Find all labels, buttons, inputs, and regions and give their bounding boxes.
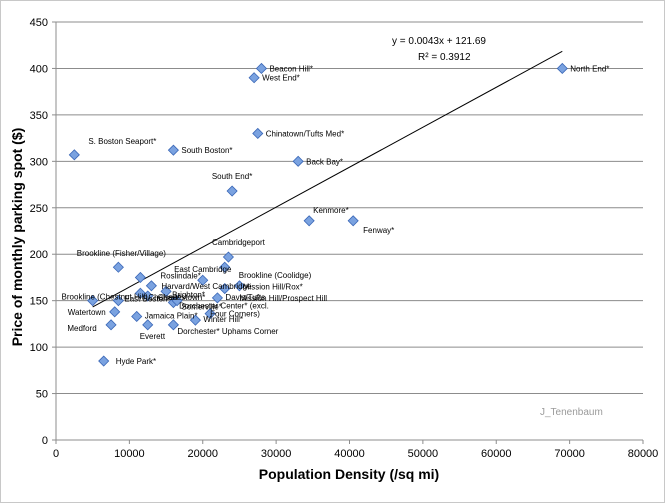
point-label: East Boston* (124, 295, 170, 304)
data-point (248, 72, 260, 84)
data-point (109, 306, 121, 318)
x-tick-label: 0 (53, 448, 59, 460)
point-label: Mission Hill/Prospect Hill (239, 294, 327, 303)
y-tick-label: 50 (36, 389, 48, 401)
point-label: Beacon Hill* (269, 64, 313, 73)
data-point (204, 308, 216, 320)
y-tick-label: 250 (30, 203, 48, 215)
data-point (87, 295, 99, 307)
x-tick-label: 20000 (187, 448, 218, 460)
point-label: Harvard/West Cambridge (161, 282, 252, 291)
x-tick-label: 70000 (554, 448, 585, 460)
data-point (233, 280, 246, 292)
y-tick-label: 150 (30, 296, 48, 308)
y-tick-label: 100 (30, 342, 48, 354)
trendline-group (92, 50, 563, 308)
data-point (98, 355, 110, 367)
y-tick-label: 350 (30, 110, 48, 122)
x-tick-label: 60000 (481, 448, 512, 460)
data-points (68, 62, 568, 367)
data-point (219, 283, 231, 295)
point-label: Brookline (Chestnut Hill) (62, 293, 149, 302)
point-label: Back Bay* (306, 157, 343, 166)
point-label: Hyde Park* (116, 357, 156, 366)
y-tick-label: 300 (30, 156, 48, 168)
point-label: Somerville* (181, 303, 221, 312)
point-label: Watertown (68, 308, 106, 317)
data-point (112, 261, 124, 273)
data-point (219, 261, 231, 273)
point-label: Brookline (Fisher/Village) (77, 249, 167, 258)
point-label: South Boston* (181, 146, 232, 155)
data-point (145, 280, 157, 292)
y-tick-label: 450 (30, 17, 48, 29)
y-tick-label: 200 (30, 249, 48, 261)
watermark-text: J_Tenenbaum (540, 407, 603, 418)
data-point (68, 149, 80, 161)
data-point (226, 185, 238, 197)
y-axis-title: Price of monthly parking spot ($) (9, 128, 25, 347)
x-tick-label: 50000 (408, 448, 439, 460)
point-label: Dorchester Center* (excl. (179, 302, 269, 311)
y-tick-label: 0 (42, 435, 48, 447)
data-point (347, 215, 359, 227)
data-point (171, 295, 183, 307)
data-point (160, 285, 172, 297)
point-label: Fenway* (363, 226, 394, 235)
x-tick-label: 80000 (628, 448, 659, 460)
data-point (134, 271, 146, 284)
data-point (292, 155, 304, 167)
point-label: S. Boston Seaport* (88, 137, 156, 146)
tick-labels: 0 50 100 150 200 250 300 350 400 450 0 10000 20000 30… (30, 17, 659, 460)
point-label: Chinatown/Tufts Med* (266, 129, 344, 138)
point-label: Mission Hill/Rox* (243, 283, 303, 292)
trendline (92, 50, 563, 308)
point-label: Brighton* (172, 290, 205, 299)
data-point (303, 215, 315, 227)
x-axis-title: Population Density (/sq mi) (259, 466, 439, 482)
data-point (142, 319, 154, 331)
point-label: South End* (212, 172, 252, 181)
point-label: Everett (140, 332, 166, 341)
point-label: Dorchester* Uphams Corner (177, 327, 278, 336)
data-point (112, 295, 124, 307)
x-tick-label: 30000 (261, 448, 292, 460)
point-label: Kenmore* (313, 206, 349, 215)
point-label: Charlestown* (158, 293, 206, 302)
trendline-r-squared: R² = 0.3912 (418, 52, 471, 63)
data-point (211, 292, 223, 304)
gridlines (56, 21, 643, 395)
point-label: Davis/Tufts (225, 293, 265, 302)
data-point (252, 127, 264, 140)
x-tick-label: 10000 (114, 448, 145, 460)
point-labels: North End* Beacon Hill*West End* Chinatown… (62, 64, 610, 366)
axes (52, 21, 644, 444)
point-label: Medford (67, 324, 96, 333)
point-label: Four Corners) (210, 310, 260, 319)
y-tick-label: 400 (30, 63, 48, 75)
data-point (255, 62, 268, 75)
trendline-equation: y = 0.0043x + 121.69 (392, 36, 486, 47)
point-label: North End* (570, 64, 609, 73)
data-point (131, 310, 143, 323)
data-point (142, 290, 154, 302)
point-label: East Cambridge (174, 265, 232, 274)
x-tick-label: 40000 (334, 448, 365, 460)
point-label: Chelsea* (148, 293, 180, 302)
data-point (167, 144, 179, 156)
data-point (167, 319, 179, 331)
data-point (222, 251, 234, 263)
point-label: Brookline (Coolidge) (239, 271, 312, 280)
data-point (556, 62, 568, 75)
data-point (197, 274, 209, 286)
point-label: Jamaica Plain* (145, 311, 198, 320)
data-point (189, 314, 201, 326)
point-label: Roslindale* (160, 271, 200, 280)
point-label: West End* (262, 74, 300, 83)
point-label: Winter Hill* (203, 315, 243, 324)
data-point (105, 319, 117, 331)
point-label: Cambridgeport (212, 238, 266, 247)
